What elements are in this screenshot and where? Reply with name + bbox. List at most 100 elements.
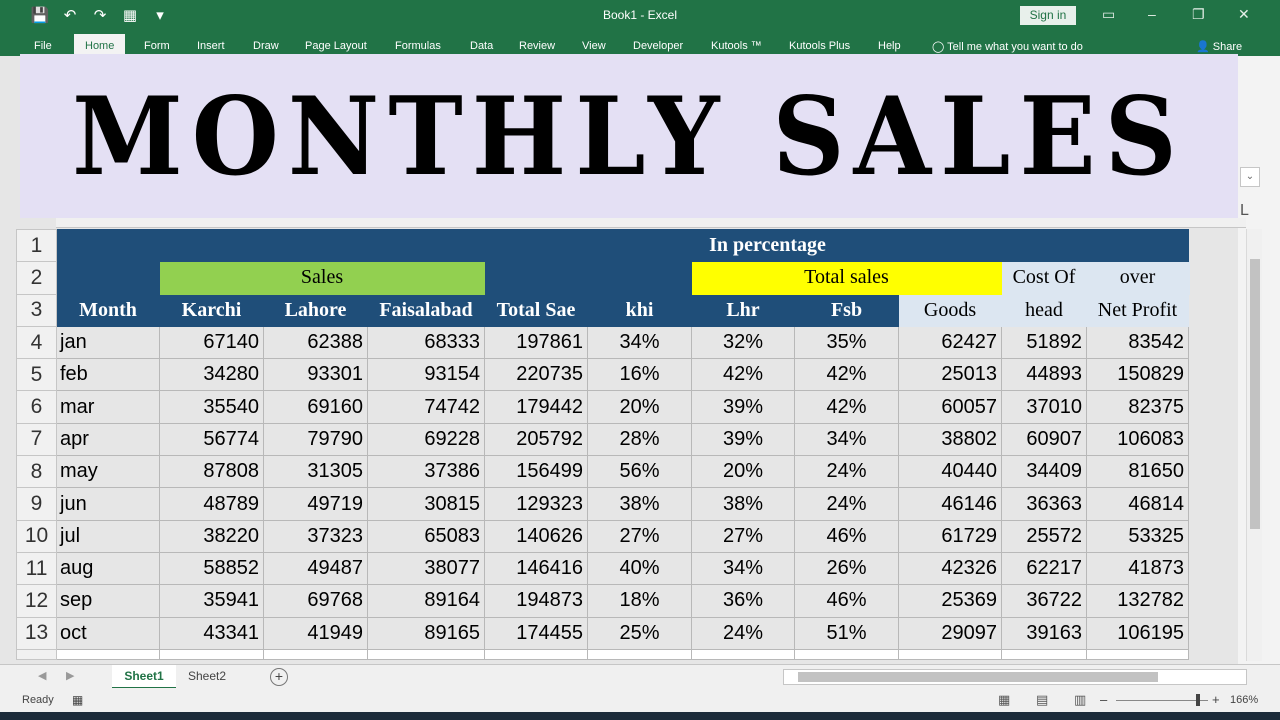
- row-header[interactable]: [16, 648, 57, 660]
- data-cell[interactable]: [1001, 648, 1087, 660]
- data-cell[interactable]: 174455: [484, 616, 588, 650]
- normal-view-icon[interactable]: ▦: [998, 692, 1011, 707]
- data-cell[interactable]: [56, 648, 160, 660]
- total-sales-header[interactable]: Total sales: [691, 261, 1002, 295]
- data-cell[interactable]: 62217: [1001, 551, 1087, 586]
- data-cell[interactable]: 36%: [691, 584, 795, 618]
- zoom-in-icon[interactable]: +: [1212, 692, 1220, 707]
- data-cell[interactable]: 53325: [1086, 519, 1189, 553]
- data-cell[interactable]: [263, 648, 368, 660]
- over-header[interactable]: over: [1086, 261, 1189, 295]
- data-cell[interactable]: [484, 648, 588, 660]
- ribbon-display-icon[interactable]: ▭: [1102, 6, 1116, 22]
- data-cell[interactable]: 29097: [898, 616, 1002, 650]
- page-layout-view-icon[interactable]: ▤: [1036, 692, 1049, 707]
- data-cell[interactable]: 89164: [367, 584, 485, 618]
- data-cell[interactable]: 37386: [367, 455, 485, 489]
- data-cell[interactable]: 42326: [898, 551, 1002, 586]
- data-cell[interactable]: 179442: [484, 390, 588, 424]
- data-cell[interactable]: 39%: [691, 422, 795, 457]
- data-cell[interactable]: 20%: [587, 390, 692, 424]
- data-cell[interactable]: 49719: [263, 487, 368, 521]
- tab-view[interactable]: View: [582, 40, 606, 52]
- tab-kutools-plus[interactable]: Kutools Plus: [789, 40, 851, 52]
- data-cell[interactable]: 34280: [159, 358, 264, 392]
- row-header[interactable]: 4: [16, 325, 57, 360]
- data-cell[interactable]: 38220: [159, 519, 264, 553]
- data-cell[interactable]: 25%: [587, 616, 692, 650]
- tab-data[interactable]: Data: [470, 40, 494, 52]
- row-header[interactable]: 11: [16, 551, 57, 586]
- data-cell[interactable]: 146416: [484, 551, 588, 586]
- data-cell[interactable]: 150829: [1086, 358, 1189, 392]
- data-cell[interactable]: oct: [56, 616, 160, 650]
- row-header[interactable]: 2: [16, 261, 57, 295]
- row-header[interactable]: 12: [16, 584, 57, 618]
- data-cell[interactable]: 79790: [263, 422, 368, 457]
- data-cell[interactable]: 38802: [898, 422, 1002, 457]
- data-cell[interactable]: feb: [56, 358, 160, 392]
- column-label-cell[interactable]: Total Sae: [484, 293, 588, 327]
- data-cell[interactable]: 30815: [367, 487, 485, 521]
- data-cell[interactable]: 38%: [587, 487, 692, 521]
- sheet-tab-sheet1[interactable]: Sheet1: [112, 665, 176, 689]
- data-cell[interactable]: 38%: [691, 487, 795, 521]
- data-cell[interactable]: 194873: [484, 584, 588, 618]
- data-cell[interactable]: 38077: [367, 551, 485, 586]
- data-cell[interactable]: 42%: [794, 390, 899, 424]
- data-cell[interactable]: 35540: [159, 390, 264, 424]
- zoom-slider[interactable]: [1116, 700, 1208, 701]
- close-icon[interactable]: ✕: [1238, 6, 1250, 22]
- data-cell[interactable]: 56774: [159, 422, 264, 457]
- data-cell[interactable]: 35%: [794, 325, 899, 360]
- data-cell[interactable]: 28%: [587, 422, 692, 457]
- data-cell[interactable]: 25013: [898, 358, 1002, 392]
- data-cell[interactable]: may: [56, 455, 160, 489]
- data-cell[interactable]: 36363: [1001, 487, 1087, 521]
- tab-draw[interactable]: Draw: [253, 40, 279, 52]
- data-cell[interactable]: 31305: [263, 455, 368, 489]
- data-cell[interactable]: 43341: [159, 616, 264, 650]
- page-break-view-icon[interactable]: ▥: [1074, 692, 1087, 707]
- data-cell[interactable]: 49487: [263, 551, 368, 586]
- data-cell[interactable]: 46%: [794, 584, 899, 618]
- customize-qat-icon[interactable]: ▾: [156, 7, 164, 24]
- column-label-cell[interactable]: Net Profit: [1086, 293, 1189, 327]
- data-cell[interactable]: jul: [56, 519, 160, 553]
- restore-icon[interactable]: ❐: [1192, 6, 1205, 22]
- data-cell[interactable]: 42%: [691, 358, 795, 392]
- data-cell[interactable]: 129323: [484, 487, 588, 521]
- data-cell[interactable]: sep: [56, 584, 160, 618]
- form-icon[interactable]: ▦: [122, 7, 138, 24]
- row-header[interactable]: 8: [16, 455, 57, 489]
- data-cell[interactable]: 60907: [1001, 422, 1087, 457]
- data-cell[interactable]: 26%: [794, 551, 899, 586]
- zoom-slider-knob[interactable]: [1196, 694, 1200, 706]
- expand-formula-bar-icon[interactable]: ⌄: [1240, 167, 1260, 187]
- data-cell[interactable]: 40%: [587, 551, 692, 586]
- tab-page-layout[interactable]: Page Layout: [305, 40, 367, 52]
- header-cell[interactable]: [56, 261, 160, 295]
- data-cell[interactable]: 220735: [484, 358, 588, 392]
- sign-in-button[interactable]: Sign in: [1020, 6, 1076, 25]
- column-label-cell[interactable]: khi: [587, 293, 692, 327]
- data-cell[interactable]: 87808: [159, 455, 264, 489]
- row-header[interactable]: 7: [16, 422, 57, 457]
- data-cell[interactable]: 46146: [898, 487, 1002, 521]
- undo-icon[interactable]: ↶: [63, 7, 77, 24]
- column-label-cell[interactable]: Lahore: [263, 293, 368, 327]
- data-cell[interactable]: 40440: [898, 455, 1002, 489]
- data-cell[interactable]: 61729: [898, 519, 1002, 553]
- data-cell[interactable]: 69160: [263, 390, 368, 424]
- data-cell[interactable]: 56%: [587, 455, 692, 489]
- data-cell[interactable]: 46%: [794, 519, 899, 553]
- data-cell[interactable]: aug: [56, 551, 160, 586]
- data-cell[interactable]: 83542: [1086, 325, 1189, 360]
- data-cell[interactable]: 39%: [691, 390, 795, 424]
- data-cell[interactable]: 67140: [159, 325, 264, 360]
- vertical-scrollbar[interactable]: [1246, 229, 1262, 661]
- data-cell[interactable]: 46814: [1086, 487, 1189, 521]
- minimize-icon[interactable]: –: [1148, 6, 1156, 22]
- data-cell[interactable]: 41873: [1086, 551, 1189, 586]
- tab-file[interactable]: File: [34, 40, 52, 52]
